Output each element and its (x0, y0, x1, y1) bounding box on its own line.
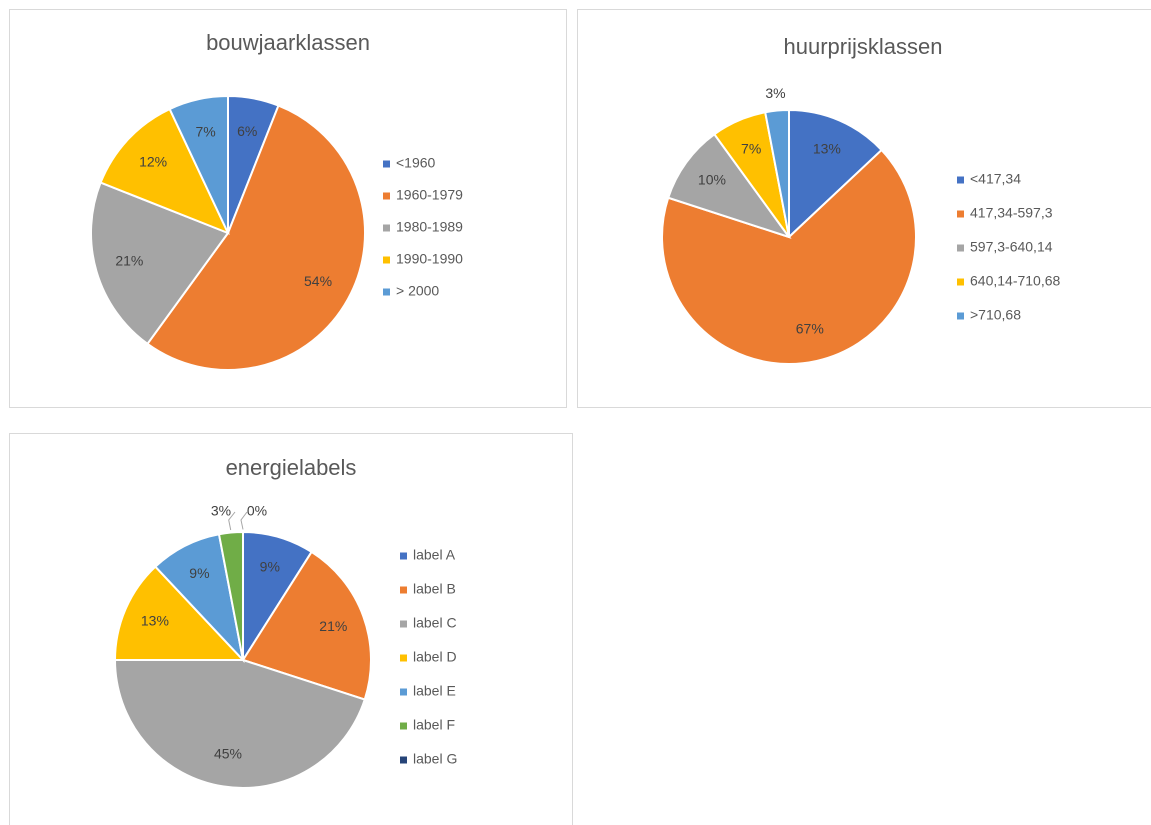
data-label: 3% (211, 503, 231, 519)
legend-label: label D (413, 649, 457, 665)
legend-swatch (957, 244, 964, 252)
leader-line (228, 511, 236, 531)
legend-swatch (383, 192, 390, 200)
pie-slice (113, 565, 246, 661)
data-label: 0% (247, 503, 267, 519)
legend-swatch (400, 722, 407, 730)
pie-slice (99, 107, 230, 235)
pie-slice (788, 108, 883, 240)
legend-swatch (400, 620, 407, 628)
legend-label: label A (413, 547, 456, 563)
legend-label: 597,3-640,14 (970, 239, 1053, 255)
legend-swatch (383, 256, 390, 264)
legend-label: label C (413, 615, 457, 631)
legend-label: label G (413, 751, 457, 767)
legend-label: 1980-1989 (396, 219, 463, 235)
legend-label: 417,34-597,3 (970, 205, 1053, 221)
pie-slice (764, 108, 790, 238)
legend-label: > 2000 (396, 283, 439, 299)
data-label: 45% (214, 746, 242, 762)
data-label: 13% (141, 613, 169, 629)
legend-label: <417,34 (970, 171, 1021, 187)
chart-title: energielabels (226, 455, 357, 480)
data-label: 3% (765, 85, 785, 101)
pie-slice (661, 148, 917, 365)
data-label: 7% (195, 123, 215, 139)
data-label: 9% (260, 559, 280, 575)
legend-label: >710,68 (970, 307, 1021, 323)
pie-slice (113, 659, 366, 789)
legend-swatch (957, 312, 964, 320)
legend-label: 1960-1979 (396, 187, 463, 203)
data-label: 9% (189, 565, 209, 581)
legend-swatch (383, 288, 390, 296)
legend-label: label F (413, 717, 455, 733)
pie-slice (241, 550, 372, 701)
legend-label: 640,14-710,68 (970, 273, 1061, 289)
legend-label: label B (413, 581, 456, 597)
pie-slice (666, 132, 792, 239)
legend-swatch (400, 586, 407, 594)
legend-swatch (383, 160, 390, 168)
leader-line (240, 511, 248, 530)
data-label: 7% (741, 140, 761, 156)
data-label: 21% (319, 618, 347, 634)
legend-label: <1960 (396, 155, 436, 171)
legend-swatch (400, 552, 407, 560)
legend-swatch (400, 654, 407, 662)
legend-swatch (957, 278, 964, 286)
legend-swatch (383, 224, 390, 232)
legend-label: label E (413, 683, 456, 699)
chart-title: huurprijsklassen (784, 34, 943, 59)
data-label: 6% (237, 123, 257, 139)
data-label: 13% (813, 140, 841, 156)
pie-slice (146, 104, 366, 371)
data-label: 67% (796, 321, 824, 337)
legend-swatch (400, 688, 407, 696)
legend-swatch (957, 176, 964, 184)
data-label: 12% (139, 153, 167, 169)
legend-swatch (400, 756, 407, 764)
chart-title: bouwjaarklassen (206, 30, 370, 55)
pie-slice (168, 94, 229, 234)
pie-slice (90, 181, 230, 346)
legend-swatch (957, 210, 964, 218)
data-label: 21% (115, 252, 143, 268)
data-label: 54% (304, 273, 332, 289)
data-label: 10% (698, 172, 726, 188)
legend-label: 1990-1990 (396, 251, 463, 267)
